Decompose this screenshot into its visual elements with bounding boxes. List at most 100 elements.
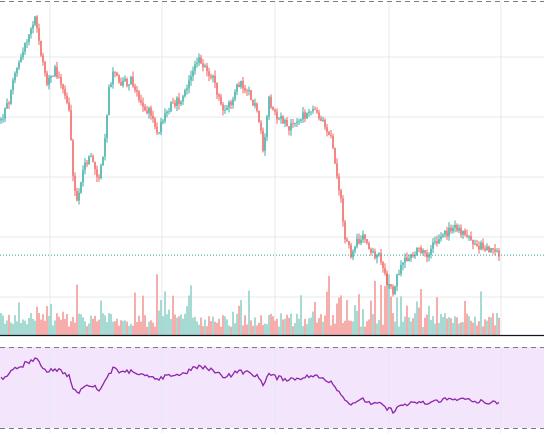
candle-body: [108, 87, 110, 116]
candle-body: [168, 111, 170, 113]
candle-body: [284, 119, 286, 124]
candle-body: [92, 156, 94, 162]
volume-bar: [258, 322, 260, 335]
volume-bar: [290, 313, 292, 335]
candle-body: [22, 51, 24, 58]
indicator-pane: [0, 347, 544, 433]
candle-body: [48, 77, 50, 85]
candle-body: [2, 118, 4, 120]
candle-body: [220, 96, 222, 105]
volume-bar: [328, 275, 330, 335]
volume-bar: [346, 299, 348, 335]
volume-bar: [160, 299, 162, 335]
candle-body: [124, 78, 126, 81]
volume-bar: [244, 315, 246, 335]
candle-body: [232, 99, 234, 106]
volume-bar: [152, 322, 154, 335]
volume-bar: [6, 320, 8, 335]
candle-body: [298, 120, 300, 122]
candle-body: [414, 254, 416, 257]
volume-bar: [114, 321, 116, 335]
volume-bar: [162, 316, 164, 335]
candle-body: [100, 165, 102, 178]
candle-body: [394, 286, 396, 295]
candle-body: [152, 115, 154, 119]
volume-bar: [188, 295, 190, 335]
candle-body: [154, 118, 156, 127]
volume-bar: [314, 301, 316, 335]
candle-body: [346, 239, 348, 242]
volume-bar: [68, 326, 70, 335]
volume-bar: [404, 316, 406, 335]
volume-bar: [108, 312, 110, 335]
volume-bar: [92, 318, 94, 335]
volume-bar: [216, 322, 218, 335]
volume-bar: [474, 316, 476, 335]
candle-body: [396, 274, 398, 287]
candle-body: [290, 123, 292, 131]
candle-body: [386, 273, 388, 285]
candle-body: [474, 244, 476, 246]
volume-bar: [16, 321, 18, 335]
candle-body: [482, 242, 484, 249]
volume-bar: [44, 320, 46, 335]
candle-body: [180, 101, 182, 105]
candle-body: [420, 247, 422, 253]
volume-bar: [232, 311, 234, 335]
volume-bar: [432, 316, 434, 335]
candle-body: [246, 90, 248, 92]
candle-body: [102, 156, 104, 166]
volume-bar: [260, 315, 262, 335]
candle-body: [416, 247, 418, 255]
volume-bar: [116, 318, 118, 335]
candle-body: [366, 239, 368, 244]
candle-body: [208, 71, 210, 76]
candle-body: [330, 135, 332, 136]
volume-bar: [338, 297, 340, 335]
volume-bar: [106, 322, 108, 335]
volume-bar: [438, 322, 440, 335]
candle-body: [388, 284, 390, 286]
candle-body: [34, 16, 36, 25]
candle-body: [422, 250, 424, 253]
volume-bar: [350, 320, 352, 335]
volume-bar: [494, 325, 496, 335]
candle-body: [360, 239, 362, 244]
volume-bar: [242, 325, 244, 335]
candle-body: [378, 253, 380, 255]
candle-body: [62, 84, 64, 90]
candle-body: [4, 108, 6, 119]
volume-bar: [150, 320, 152, 335]
volume-bar: [226, 319, 228, 335]
candle-body: [86, 162, 88, 165]
volume-bar: [358, 294, 360, 335]
candle-body: [188, 80, 190, 89]
candle-body: [334, 148, 336, 164]
volume-bar: [378, 319, 380, 335]
candle-body: [56, 66, 58, 77]
volume-bar: [444, 313, 446, 335]
volume-bar: [142, 295, 144, 335]
volume-bar: [78, 313, 80, 335]
volume-bar: [10, 322, 12, 335]
volume-bar: [270, 313, 272, 335]
volume-bar: [220, 326, 222, 335]
volume-bar: [442, 316, 444, 335]
volume-bar: [58, 316, 60, 335]
candle-body: [308, 111, 310, 113]
volume-bar: [294, 323, 296, 335]
volume-bar: [284, 318, 286, 335]
volume-bar: [40, 319, 42, 335]
candle-body: [424, 250, 426, 253]
candle-body: [278, 118, 280, 120]
candle-body: [404, 257, 406, 263]
candle-body: [118, 75, 120, 83]
volume-bar: [454, 316, 456, 335]
candle-body: [130, 76, 132, 85]
candle-body: [484, 248, 486, 251]
price-grid: [0, 2, 544, 335]
volume-bar: [228, 325, 230, 335]
candle-body: [104, 138, 106, 157]
volume-bar: [178, 316, 180, 335]
